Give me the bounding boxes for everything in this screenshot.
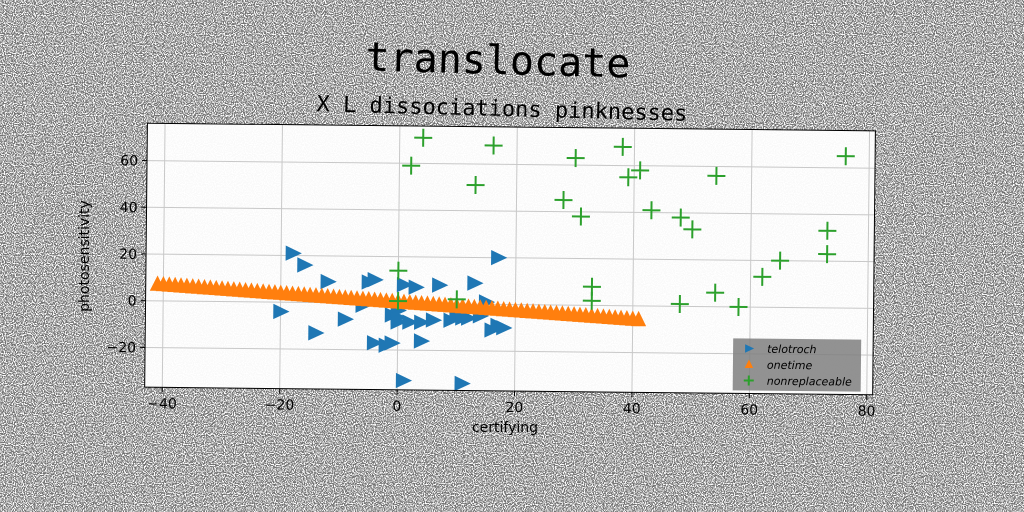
data-point — [273, 303, 290, 320]
data-point — [395, 372, 413, 389]
data-point — [753, 267, 772, 286]
series-nonreplaceable — [389, 128, 855, 316]
data-point — [619, 168, 638, 187]
data-point — [366, 335, 384, 351]
data-point — [491, 249, 508, 266]
data-point — [454, 375, 471, 392]
data-point — [707, 166, 726, 185]
data-point — [818, 221, 837, 240]
plot-background — [144, 123, 876, 395]
legend-label: telotroch — [767, 343, 817, 357]
legend-label: nonreplaceable — [767, 375, 852, 389]
data-point — [285, 245, 302, 261]
data-point — [337, 311, 355, 327]
grid-line-x — [631, 128, 636, 393]
data-point — [466, 176, 485, 195]
data-point — [320, 273, 337, 290]
plot-area: −40 −20 0 20 40 60 80 −20 0 20 40 60 telotroch oneti… — [106, 122, 876, 420]
data-point — [683, 220, 702, 239]
legend-box — [732, 338, 862, 392]
data-point — [308, 325, 325, 341]
data-point — [413, 333, 431, 349]
grid-line-y — [147, 160, 876, 169]
data-point — [566, 149, 585, 168]
grid-line-x — [866, 130, 871, 395]
data-point — [613, 137, 632, 156]
data-point — [461, 310, 478, 326]
data-point — [671, 208, 690, 227]
x-tick-label: 60 — [740, 402, 758, 418]
y-tick-label: 0 — [128, 294, 137, 310]
x-tick-label: −40 — [147, 396, 177, 412]
data-point — [630, 310, 647, 327]
legend-marker — [744, 359, 754, 369]
grid-line-x — [514, 127, 518, 392]
data-point — [402, 156, 421, 175]
data-point — [582, 291, 601, 310]
x-tick-label: 20 — [505, 400, 523, 416]
data-point — [432, 277, 449, 293]
y-tick-label: 20 — [119, 247, 137, 263]
data-point — [414, 128, 433, 147]
x-tick-label: −20 — [265, 397, 295, 413]
x-tick-label: 40 — [623, 401, 641, 417]
data-point — [642, 201, 661, 220]
data-point — [836, 147, 855, 166]
data-point — [484, 136, 503, 155]
data-point — [425, 312, 443, 328]
data-point — [670, 294, 689, 314]
legend-marker — [743, 375, 754, 386]
data-point — [729, 297, 748, 316]
data-point — [402, 314, 419, 330]
x-tick-label: 0 — [392, 399, 401, 415]
legend-marker — [745, 344, 755, 353]
data-point — [414, 314, 431, 330]
data-point — [631, 161, 650, 180]
data-point — [706, 283, 725, 302]
grid-line-y — [146, 253, 875, 263]
data-point — [384, 335, 401, 351]
data-point — [771, 251, 790, 270]
data-point — [554, 190, 573, 209]
data-point — [297, 257, 314, 273]
y-tick-label: 60 — [120, 153, 138, 169]
legend: telotroch onetime nonreplaceable — [732, 338, 862, 392]
data-point — [396, 277, 414, 293]
legend-label: onetime — [767, 359, 813, 372]
grid-line-y — [146, 206, 875, 216]
grid-line-x — [396, 125, 401, 390]
plot-frame — [144, 122, 876, 396]
grid-line-x — [279, 124, 283, 389]
data-point — [389, 292, 408, 311]
data-point — [467, 275, 484, 291]
y-tick-label: −20 — [106, 340, 136, 356]
data-point — [367, 272, 384, 288]
data-point — [571, 207, 590, 226]
x-tick-label: 80 — [858, 404, 876, 420]
series-onetime — [149, 275, 647, 327]
data-marks — [149, 128, 855, 392]
data-point — [496, 320, 513, 336]
data-point — [389, 261, 408, 280]
y-tick-label: 40 — [120, 200, 138, 216]
data-point — [447, 290, 466, 309]
data-point — [408, 279, 425, 295]
grid-line-x — [161, 123, 166, 388]
y-axis-label: photosensitivity — [77, 200, 93, 312]
x-axis-label: certifying — [472, 420, 538, 436]
axis-ticks: −40 −20 0 20 40 60 80 −20 0 20 40 60 — [106, 153, 876, 420]
data-point — [818, 245, 837, 264]
chart-title: translocate — [365, 35, 631, 88]
